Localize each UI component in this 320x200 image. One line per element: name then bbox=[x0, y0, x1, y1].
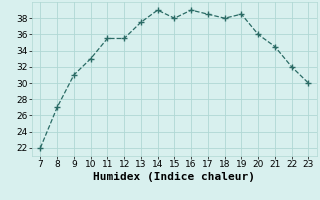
X-axis label: Humidex (Indice chaleur): Humidex (Indice chaleur) bbox=[93, 172, 255, 182]
